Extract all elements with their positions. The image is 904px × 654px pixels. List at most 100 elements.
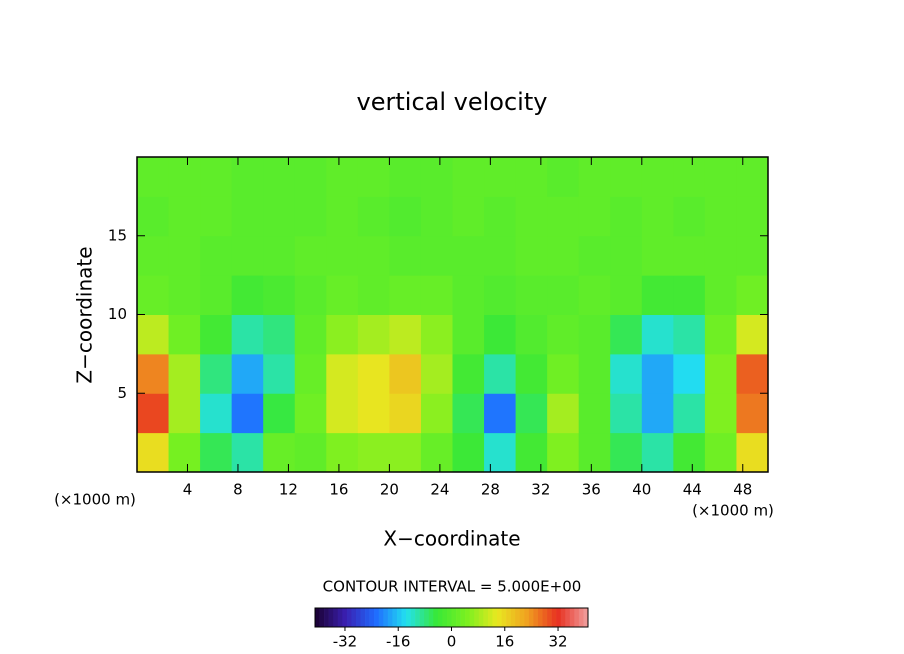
field-cell [294, 157, 327, 197]
colorbar-segment [478, 608, 484, 627]
field-cell [673, 235, 706, 276]
field-cell [231, 275, 264, 315]
field-cell [420, 393, 453, 434]
field-cell [736, 393, 769, 434]
field-cell [641, 275, 674, 315]
field-cell [578, 432, 611, 473]
field-cell [704, 353, 737, 394]
field-cell [547, 275, 580, 315]
field-cell [200, 196, 233, 237]
contour-interval: CONTOUR INTERVAL = 5.000E+00 [323, 578, 582, 596]
colorbar-tick-label: 32 [548, 633, 567, 651]
field-cell [704, 235, 737, 276]
field-cell [673, 157, 706, 197]
colorbar-segment [537, 608, 543, 627]
field-cell [168, 235, 201, 276]
field-cell [578, 275, 611, 315]
field-cell [578, 393, 611, 434]
field-cell [515, 432, 548, 473]
field-cell [578, 314, 611, 355]
field-cell [168, 393, 201, 434]
colorbar-segment [351, 608, 357, 627]
colorbar-segment [419, 608, 425, 627]
field-cell [641, 157, 674, 197]
field-cell [547, 235, 580, 276]
field-cell [389, 196, 422, 237]
colorbar-segment [565, 608, 571, 627]
field-cell [484, 432, 517, 473]
field-cell [200, 393, 233, 434]
field-cell [484, 353, 517, 394]
field-cell [452, 275, 485, 315]
field-cell [736, 196, 769, 237]
field-cell [641, 393, 674, 434]
field-cell [263, 157, 296, 197]
field-cell [168, 353, 201, 394]
field-cell [641, 432, 674, 473]
colorbar-segment [392, 608, 398, 627]
field-cell [547, 353, 580, 394]
field-cell [326, 432, 359, 473]
colorbar-tick-label: 16 [495, 633, 514, 651]
colorbar-segment [428, 608, 434, 627]
colorbar-tick-label: 0 [447, 633, 457, 651]
field-cell [231, 235, 264, 276]
x-tick-label: 40 [632, 481, 651, 499]
field-cell [137, 235, 170, 276]
field-cell [704, 314, 737, 355]
field-cell [263, 196, 296, 237]
field-cell [547, 196, 580, 237]
field-cell [231, 157, 264, 197]
x-tick-label: 4 [183, 481, 193, 499]
field-cell [515, 314, 548, 355]
colorbar-tick-label: -32 [333, 633, 358, 651]
field-cell [484, 393, 517, 434]
field-cell [389, 393, 422, 434]
colorbar-segment [583, 608, 589, 627]
field-cell [326, 157, 359, 197]
field-cell [137, 353, 170, 394]
colorbar-segment [433, 608, 439, 627]
field-cell [200, 235, 233, 276]
field-cell [294, 314, 327, 355]
field-cell [547, 393, 580, 434]
colorbar-segment [319, 608, 325, 627]
field-cell [484, 157, 517, 197]
field-cell [610, 235, 643, 276]
colorbar-segment [401, 608, 407, 627]
field-cell [736, 432, 769, 473]
colorbar-segment [442, 608, 448, 627]
colorbar-segment [556, 608, 561, 627]
field-cell [231, 432, 264, 473]
field-cell [641, 353, 674, 394]
field-cell [515, 157, 548, 197]
field-cell [420, 196, 453, 237]
field-cell [704, 196, 737, 237]
colorbar-segment [533, 608, 539, 627]
field-cell [231, 393, 264, 434]
field-cell [452, 157, 485, 197]
field-cell [231, 196, 264, 237]
field-cell [200, 432, 233, 473]
colorbar-segment [378, 608, 384, 627]
field-cell [484, 196, 517, 237]
field-cell [673, 432, 706, 473]
field-cell [326, 196, 359, 237]
field-cell [578, 235, 611, 276]
x-tick-label: 24 [430, 481, 449, 499]
field-cell [168, 196, 201, 237]
field-cell [137, 157, 170, 197]
field-cell [515, 275, 548, 315]
colorbar-segment [374, 608, 379, 627]
field-cell [547, 314, 580, 355]
field-cell [168, 275, 201, 315]
field-cell [641, 196, 674, 237]
field-cell [452, 196, 485, 237]
field-cell [168, 432, 201, 473]
field-cell [420, 353, 453, 394]
colorbar-segment [315, 608, 320, 627]
field-cell [357, 353, 390, 394]
field-cell [515, 196, 548, 237]
colorbar-segment [574, 608, 580, 627]
field-cell [389, 314, 422, 355]
